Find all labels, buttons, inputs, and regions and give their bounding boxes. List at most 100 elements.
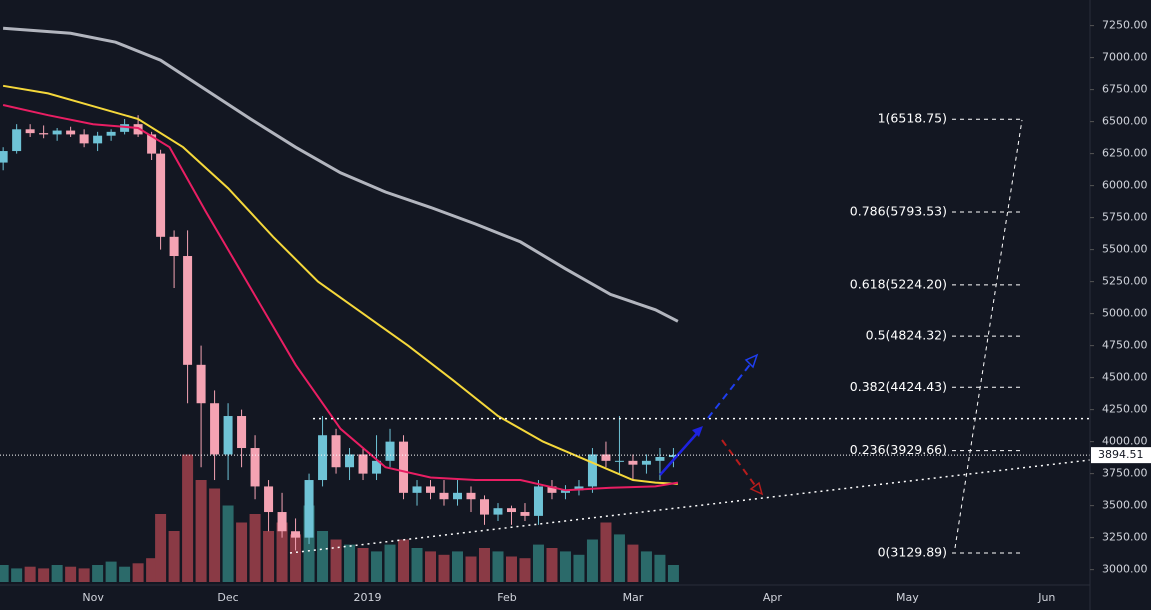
- volume-bar: [573, 554, 585, 582]
- candle-body: [196, 364, 206, 404]
- volume-bar: [276, 522, 288, 582]
- y-tick-label: 3750.00: [1102, 467, 1148, 480]
- candle-body: [601, 454, 611, 461]
- last-price-label: 3894.51: [1098, 448, 1144, 461]
- candle-body: [277, 512, 287, 532]
- volume-bar: [51, 565, 63, 582]
- candle-body: [453, 492, 463, 500]
- candle-body: [547, 486, 557, 493]
- candle-body: [291, 531, 301, 538]
- volume-bar: [330, 539, 342, 582]
- fib-label: 1(6518.75): [878, 111, 947, 126]
- volume-bar: [236, 522, 248, 582]
- volume-bar: [222, 505, 234, 582]
- arrow-head: [749, 481, 764, 496]
- x-tick-label: Apr: [763, 591, 783, 604]
- volume-bar: [65, 566, 77, 582]
- fib-label: 0.5(4824.32): [866, 328, 947, 343]
- volume-bar: [546, 548, 558, 582]
- volume-bar: [640, 551, 652, 582]
- candle-body: [39, 133, 49, 135]
- candle-body: [641, 460, 651, 465]
- volume-bar: [195, 480, 207, 582]
- x-tick-label: Feb: [497, 591, 516, 604]
- candle-body: [237, 416, 247, 449]
- moving-average: [2, 26, 679, 323]
- volume-bar: [627, 544, 639, 582]
- y-tick-label: 4250.00: [1102, 403, 1148, 416]
- candle-body: [358, 454, 368, 474]
- candle-body: [331, 435, 341, 468]
- candle-body: [12, 129, 22, 152]
- volume-bar: [600, 522, 612, 582]
- fib-label: 0.236(3929.66): [850, 442, 947, 457]
- candle-body: [147, 134, 157, 154]
- candle-body: [250, 448, 260, 487]
- volume-bar: [505, 556, 517, 582]
- volume-bar: [317, 531, 329, 582]
- candle-body: [133, 124, 143, 135]
- y-tick-label: 5250.00: [1102, 275, 1148, 288]
- volume-bar: [519, 558, 531, 582]
- candle-body: [264, 486, 274, 513]
- candle-body: [614, 460, 624, 462]
- volume-bar: [559, 551, 571, 582]
- candle-body: [479, 499, 489, 515]
- volume-bar: [182, 454, 194, 582]
- volume-bar: [155, 514, 167, 582]
- candle-body: [120, 124, 130, 132]
- volume-bar: [344, 544, 356, 582]
- y-tick-label: 5500.00: [1102, 243, 1148, 256]
- volume-bar: [465, 556, 477, 582]
- volume-bar: [146, 558, 158, 582]
- moving-average: [2, 84, 678, 485]
- y-tick-label: 5000.00: [1102, 307, 1148, 320]
- candle-body: [628, 460, 638, 465]
- candle-body: [385, 441, 395, 461]
- candle-body: [520, 512, 530, 516]
- x-tick-label: Mar: [623, 591, 644, 604]
- fib-label: 0.618(5224.20): [850, 276, 947, 291]
- candle-body: [345, 454, 355, 468]
- y-tick-label: 7000.00: [1102, 51, 1148, 64]
- volume-bar: [438, 554, 450, 582]
- candle-body: [0, 151, 8, 163]
- volume-bar: [92, 565, 104, 582]
- candle-body: [93, 135, 103, 144]
- volume-bar: [209, 488, 221, 582]
- candle-body: [183, 256, 193, 365]
- y-tick-label: 6750.00: [1102, 83, 1148, 96]
- volume-bar: [384, 544, 396, 582]
- volume-bar: [586, 539, 598, 582]
- volume-bar: [290, 534, 302, 582]
- x-tick-label: Dec: [217, 591, 238, 604]
- candle-body: [169, 236, 179, 257]
- fib-label: 0.382(4424.43): [850, 379, 947, 394]
- candle-body: [560, 490, 570, 493]
- volume-bar: [78, 568, 90, 582]
- volume-bar: [425, 551, 437, 582]
- volume-bar: [24, 566, 36, 582]
- volume-bar: [105, 561, 117, 582]
- candle-body: [304, 480, 314, 538]
- x-tick-label: Nov: [82, 591, 104, 604]
- moving-average: [2, 104, 679, 492]
- volume-bar: [532, 544, 544, 582]
- volume-bar: [478, 548, 490, 582]
- volume-bar: [132, 563, 144, 582]
- candle-body: [52, 130, 62, 135]
- volume-bar: [654, 554, 666, 582]
- candle-body: [587, 454, 597, 487]
- y-tick-label: 5750.00: [1102, 211, 1148, 224]
- volume-bar: [452, 551, 464, 582]
- candle-body: [372, 460, 382, 474]
- volume-bar: [168, 531, 180, 582]
- fib-label: 0(3129.89): [878, 545, 947, 560]
- candle-body: [668, 455, 678, 457]
- arrow-head: [744, 353, 759, 369]
- candle-body: [79, 134, 89, 144]
- volume-bar: [371, 551, 383, 582]
- last-price-box: [1091, 447, 1151, 464]
